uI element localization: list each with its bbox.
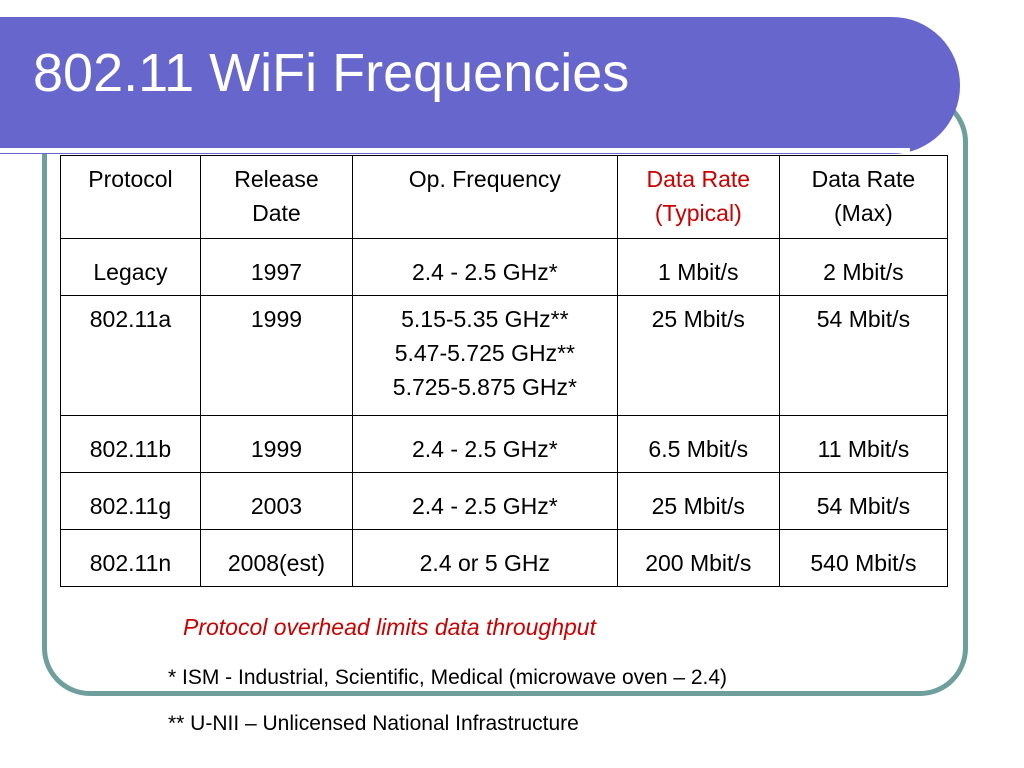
header-data-rate-typical-line2: (Typical) xyxy=(654,200,742,226)
cell-protocol: 802.11a xyxy=(60,295,201,416)
cell-data-rate-max: 54 Mbit/s xyxy=(778,472,949,530)
title-bar xyxy=(0,17,960,154)
unii-footnote: ** U-NII – Unlicensed National Infrastru… xyxy=(168,712,579,735)
frequency-line: 2.4 - 2.5 GHz* xyxy=(411,436,558,462)
header-data-rate-max-line2: (Max) xyxy=(834,200,893,226)
cell-data-rate-max: 54 Mbit/s xyxy=(778,295,949,416)
cell-protocol: 802.11b xyxy=(60,415,201,473)
cell-release-date: 2008(est) xyxy=(199,529,353,587)
cell-data-rate-typical: 25 Mbit/s xyxy=(616,472,780,530)
cell-data-rate-typical: 25 Mbit/s xyxy=(616,295,780,416)
cell-data-rate-max: 2 Mbit/s xyxy=(778,238,949,296)
table-row: 802.11g 2003 2.4 - 2.5 GHz* 25 Mbit/s 54… xyxy=(60,472,949,530)
table-header-row: Protocol Release Date Op. Frequency Data… xyxy=(60,155,949,239)
cell-protocol: 802.11g xyxy=(60,472,201,530)
cell-op-frequency: 2.4 - 2.5 GHz* xyxy=(351,415,618,473)
cell-op-frequency: 2.4 - 2.5 GHz* xyxy=(351,238,618,296)
header-op-frequency-label: Op. Frequency xyxy=(408,166,561,192)
table-row: 802.11n 2008(est) 2.4 or 5 GHz 200 Mbit/… xyxy=(60,529,949,587)
cell-data-rate-max: 11 Mbit/s xyxy=(778,415,949,473)
table-row: Legacy 1997 2.4 - 2.5 GHz* 1 Mbit/s 2 Mb… xyxy=(60,238,949,296)
cell-op-frequency: 2.4 or 5 GHz xyxy=(351,529,618,587)
frequency-line: 5.47-5.725 GHz** xyxy=(394,340,575,366)
table-row: 802.11a 1999 5.15-5.35 GHz** 5.47-5.725 … xyxy=(60,295,949,416)
cell-protocol: 802.11n xyxy=(60,529,201,587)
header-op-frequency: Op. Frequency xyxy=(351,155,618,239)
cell-release-date: 2003 xyxy=(199,472,353,530)
frequency-line: 5.725-5.875 GHz* xyxy=(392,374,577,400)
cell-op-frequency: 5.15-5.35 GHz** 5.47-5.725 GHz** 5.725-5… xyxy=(351,295,618,416)
frequency-line: 2.4 - 2.5 GHz* xyxy=(411,493,558,519)
cell-release-date: 1997 xyxy=(199,238,353,296)
header-release-date: Release Date xyxy=(199,155,353,239)
header-release-date-line1: Release xyxy=(234,166,319,192)
wifi-frequency-table: Protocol Release Date Op. Frequency Data… xyxy=(60,155,949,587)
header-release-date-line2: Date xyxy=(252,200,301,226)
frequency-line: 2.4 or 5 GHz xyxy=(419,550,551,576)
header-data-rate-typical-line1: Data Rate xyxy=(646,166,751,192)
cell-protocol: Legacy xyxy=(60,238,201,296)
header-data-rate-typical: Data Rate (Typical) xyxy=(616,155,780,239)
header-data-rate-max: Data Rate (Max) xyxy=(778,155,949,239)
cell-op-frequency: 2.4 - 2.5 GHz* xyxy=(351,472,618,530)
frequency-line: 2.4 - 2.5 GHz* xyxy=(411,259,558,285)
frequency-line: 5.15-5.35 GHz** xyxy=(401,306,569,332)
cell-data-rate-max: 540 Mbit/s xyxy=(778,529,949,587)
ism-footnote: * ISM - Industrial, Scientific, Medical … xyxy=(168,666,728,689)
header-protocol-label: Protocol xyxy=(88,166,173,192)
title-underline xyxy=(0,148,910,153)
cell-release-date: 1999 xyxy=(199,415,353,473)
cell-release-date: 1999 xyxy=(199,295,353,416)
slide-title: 802.11 WiFi Frequencies xyxy=(33,43,630,103)
table-row: 802.11b 1999 2.4 - 2.5 GHz* 6.5 Mbit/s 1… xyxy=(60,415,949,473)
cell-data-rate-typical: 1 Mbit/s xyxy=(616,238,780,296)
header-data-rate-max-line1: Data Rate xyxy=(811,166,916,192)
cell-data-rate-typical: 200 Mbit/s xyxy=(616,529,780,587)
cell-data-rate-typical: 6.5 Mbit/s xyxy=(616,415,780,473)
overhead-note: Protocol overhead limits data throughput xyxy=(183,614,596,640)
header-protocol: Protocol xyxy=(60,155,201,239)
